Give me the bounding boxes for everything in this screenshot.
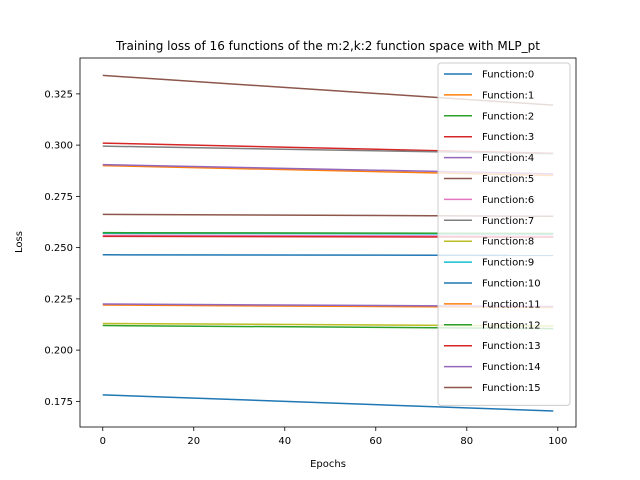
x-axis: 0 20 40 60 80 100 [100,427,567,447]
y-axis-title: Loss [14,231,25,253]
legend-label-13: Function:13 [482,341,541,352]
legend-label-1: Function:1 [482,90,534,101]
legend-label-14: Function:14 [482,362,541,373]
y-tick-label-4: 0.275 [44,192,73,203]
legend-label-3: Function:3 [482,132,534,143]
x-tick-label-5: 100 [548,436,567,447]
y-tick-label-5: 0.300 [44,141,73,152]
legend-box [437,62,571,406]
legend-label-6: Function:6 [482,195,534,206]
legend-label-4: Function:4 [482,153,534,164]
legend-label-15: Function:15 [482,383,541,394]
legend-label-7: Function:7 [482,216,534,227]
legend: Function:0 Function:1 Function:2 Function:3… [437,62,571,406]
y-tick-label-2: 0.225 [44,294,73,305]
legend-label-0: Function:0 [482,70,534,81]
x-tick-label-3: 60 [369,436,382,447]
legend-label-5: Function:5 [482,174,534,185]
legend-label-11: Function:11 [482,299,541,310]
x-tick-label-4: 80 [460,436,473,447]
x-axis-title: Epochs [310,459,346,470]
y-tick-label-3: 0.250 [44,243,73,254]
x-tick-label-1: 20 [187,436,200,447]
chart-title: Training loss of 16 functions of the m:2… [115,39,540,53]
legend-label-9: Function:9 [482,258,534,269]
y-axis: 0.175 0.200 0.225 0.250 0.275 0.300 0.325 [44,89,80,408]
plot-frame [79,57,577,428]
x-tick-label-0: 0 [100,436,106,447]
x-tick-label-2: 40 [278,436,291,447]
legend-label-2: Function:2 [482,111,534,122]
legend-label-12: Function:12 [482,320,541,331]
y-tick-label-1: 0.200 [44,346,73,357]
legend-label-8: Function:8 [482,237,534,248]
y-tick-label-0: 0.175 [44,397,73,408]
y-tick-label-6: 0.325 [44,89,73,100]
series-line-0 [102,394,554,412]
legend-label-10: Function:10 [482,279,541,290]
